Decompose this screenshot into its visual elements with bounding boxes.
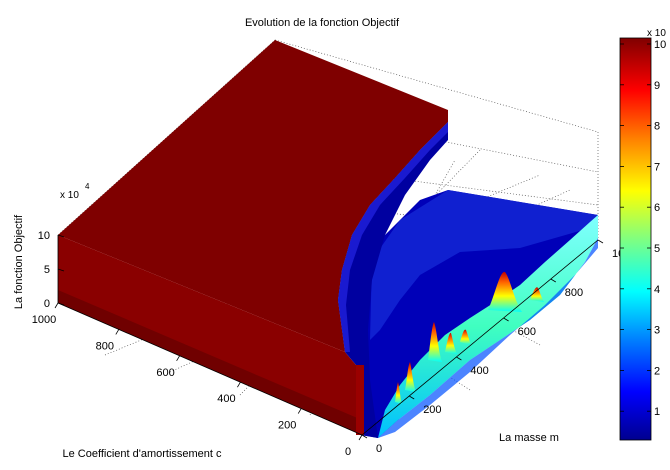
colorbar-tick-label: 4 — [654, 284, 660, 296]
z-exponent: 4 — [85, 182, 90, 191]
c-axis-label: Le Coefficient d'amortissement c — [62, 448, 222, 460]
peak-small — [428, 322, 442, 362]
colorbar-tick-label: 7 — [654, 161, 660, 173]
m-tick-label: 400 — [470, 365, 488, 377]
peak-small — [460, 329, 471, 345]
cliff-face-highlight — [338, 122, 448, 352]
peak-small — [530, 287, 544, 302]
c-tick-label: 0 — [345, 446, 351, 458]
m-tick — [503, 317, 509, 322]
valley-floor — [370, 190, 598, 340]
c-tick-label: 1000 — [32, 314, 56, 326]
peak-small — [405, 362, 416, 392]
colorbar-tick-label: 3 — [654, 325, 660, 337]
z-ticks: 0 5 10 — [38, 230, 65, 310]
z-axis-label: La fonction Objectif — [13, 214, 25, 309]
colorbar-ticks: 1 2 3 4 5 6 7 8 9 10 — [620, 39, 666, 418]
m-tick-label: 0 — [376, 443, 382, 455]
colorbar-tick-label: 2 — [654, 365, 660, 377]
c-tick-label: 600 — [156, 367, 174, 379]
m-axis-line — [361, 239, 599, 436]
c-axis-line — [57, 302, 363, 436]
c-tick — [176, 355, 180, 362]
c-tick — [115, 329, 120, 335]
m-tick — [597, 239, 604, 244]
peaks — [395, 271, 544, 404]
m-tick-label: 200 — [423, 404, 441, 416]
c-ticks: 0 200 400 600 800 1000 — [32, 302, 363, 458]
colorbar-exponent-label: x 10 — [647, 28, 666, 39]
m-axis-label: La masse m — [499, 432, 559, 444]
plateau-edge — [356, 365, 364, 435]
plateau-front-shade — [58, 290, 362, 435]
c-tick-label: 800 — [96, 340, 114, 352]
colorbar-tick-label: 1 — [654, 406, 660, 418]
z-tick — [57, 268, 65, 272]
c-tick — [297, 408, 302, 414]
peak-small — [395, 382, 402, 404]
c-tick-label: 200 — [278, 420, 296, 432]
m-tick — [456, 356, 462, 361]
peak-large — [488, 271, 522, 312]
c-tick-label: 400 — [217, 393, 235, 405]
colorbar-tick-label: 5 — [654, 243, 660, 255]
grid-line — [274, 39, 599, 133]
m-tick — [361, 434, 368, 439]
z-tick — [57, 302, 65, 306]
m-tick-label: 800 — [565, 287, 583, 299]
c-tick — [358, 434, 363, 441]
surface-ridge — [378, 215, 598, 438]
plateau-front — [58, 235, 362, 435]
m-tick — [408, 395, 415, 400]
z-tick-label: 0 — [44, 298, 50, 310]
m-tick — [550, 278, 557, 283]
c-tick — [54, 302, 59, 309]
colorbar-tick-label: 8 — [654, 121, 660, 133]
colorbar-tick-label: 6 — [654, 202, 660, 214]
colorbar-tick-label: 10 — [654, 39, 666, 51]
z-tick — [57, 234, 65, 238]
peak-small — [445, 332, 457, 354]
colorbar-tick-label: 9 — [654, 80, 660, 92]
z-tick-label: 5 — [44, 264, 50, 276]
z-tick-label: 10 — [38, 230, 50, 242]
z-exponent-label: x 10 — [60, 190, 79, 201]
chart-title: Evolution de la fonction Objectif — [245, 17, 400, 29]
colorbar — [619, 37, 652, 441]
cliff-face — [338, 110, 448, 438]
m-tick-label: 600 — [518, 326, 536, 338]
plateau-top — [58, 40, 448, 352]
c-tick — [237, 381, 241, 388]
